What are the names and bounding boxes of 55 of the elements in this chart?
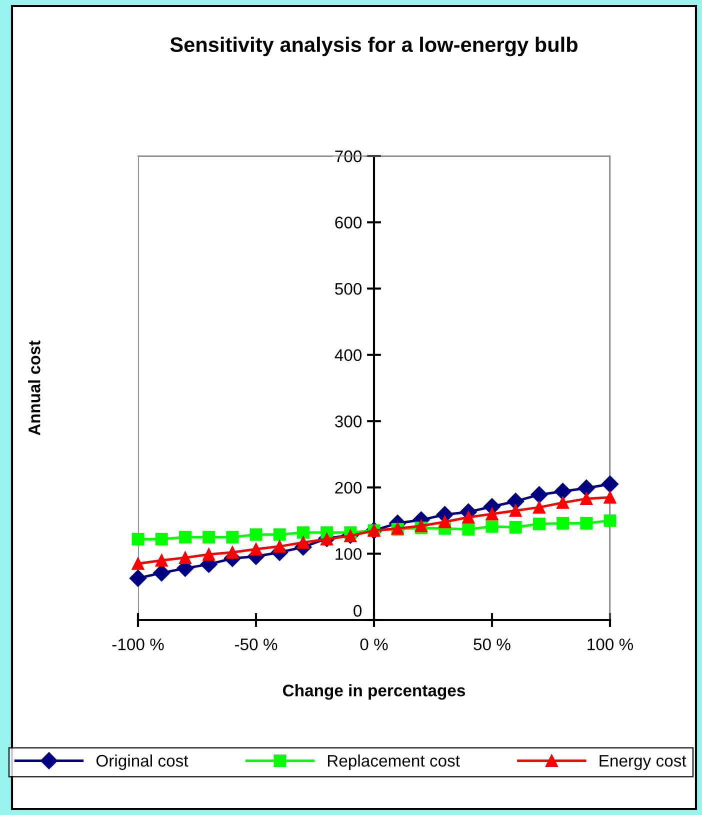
point xyxy=(438,516,452,528)
x-tick-label: 100 % xyxy=(588,638,634,650)
x-tick-label: 0 % xyxy=(360,638,388,650)
point xyxy=(462,511,475,524)
y-tick-label: 0 xyxy=(354,604,362,617)
point xyxy=(250,542,262,556)
point xyxy=(462,522,475,536)
point xyxy=(155,532,168,546)
point xyxy=(202,548,216,561)
y-tick-label: 100 xyxy=(336,548,362,560)
point xyxy=(601,476,619,493)
point xyxy=(554,482,572,500)
point xyxy=(132,557,144,570)
point xyxy=(273,540,286,553)
point xyxy=(129,570,147,587)
point xyxy=(486,508,498,520)
y-axis-title: Annual cost xyxy=(28,340,40,436)
point xyxy=(578,480,595,497)
point xyxy=(580,516,593,530)
y-tick-label: 500 xyxy=(335,282,362,295)
x-tick-label: -50 % xyxy=(234,638,278,650)
point xyxy=(532,501,546,514)
point xyxy=(226,546,239,559)
point xyxy=(273,528,286,541)
legend-label: Energy cost xyxy=(600,755,686,770)
point xyxy=(320,532,334,546)
y-tick-label: 600 xyxy=(335,216,362,228)
point xyxy=(507,492,524,510)
legend-label: Replacement cost xyxy=(328,754,460,770)
point xyxy=(132,532,144,546)
y-tick-label: 400 xyxy=(334,349,362,362)
y-tick-label: 200 xyxy=(335,482,362,494)
point xyxy=(604,491,616,504)
point xyxy=(486,520,498,533)
point xyxy=(530,486,548,504)
point xyxy=(556,496,570,509)
point xyxy=(509,520,522,534)
point xyxy=(250,528,262,541)
x-tick-label: -100 % xyxy=(112,638,164,650)
x-axis-title: Change in percentages xyxy=(283,684,466,700)
y-tick-label: 300 xyxy=(335,416,362,428)
point xyxy=(178,551,192,564)
chart-title: Sensitivity analysis for a low-energy bulb xyxy=(170,36,578,56)
point xyxy=(532,518,546,530)
x-tick-label: 50 % xyxy=(474,638,510,650)
point xyxy=(202,530,216,544)
point xyxy=(604,514,616,527)
point xyxy=(178,530,192,544)
point xyxy=(155,554,168,567)
point xyxy=(226,530,239,544)
point xyxy=(556,516,570,530)
point xyxy=(509,504,522,517)
legend-label: Original cost xyxy=(96,754,188,770)
point xyxy=(296,526,310,539)
point xyxy=(580,492,593,505)
